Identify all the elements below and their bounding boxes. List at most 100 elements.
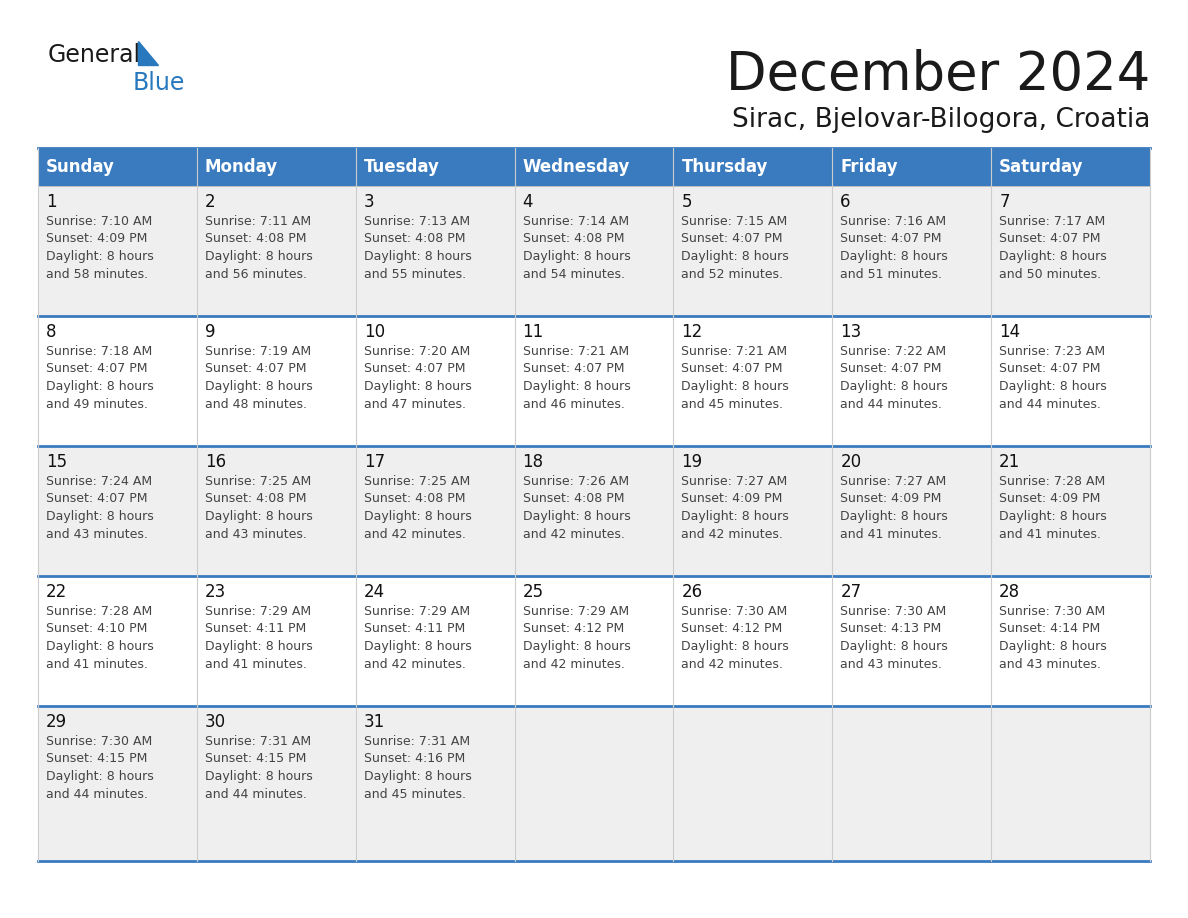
- Text: 20: 20: [840, 453, 861, 471]
- Text: Sunset: 4:09 PM: Sunset: 4:09 PM: [840, 492, 942, 506]
- Text: Sunset: 4:07 PM: Sunset: 4:07 PM: [840, 363, 942, 375]
- Text: and 46 minutes.: and 46 minutes.: [523, 397, 625, 410]
- Text: Sunrise: 7:30 AM: Sunrise: 7:30 AM: [682, 605, 788, 618]
- Text: Saturday: Saturday: [999, 158, 1083, 176]
- Text: Sunrise: 7:18 AM: Sunrise: 7:18 AM: [46, 345, 152, 358]
- Text: Sunset: 4:16 PM: Sunset: 4:16 PM: [364, 753, 465, 766]
- Text: and 52 minutes.: and 52 minutes.: [682, 267, 783, 281]
- Text: 22: 22: [46, 583, 68, 601]
- Text: Sunset: 4:07 PM: Sunset: 4:07 PM: [364, 363, 466, 375]
- Text: Wednesday: Wednesday: [523, 158, 630, 176]
- Bar: [197, 148, 355, 186]
- Text: 23: 23: [204, 583, 226, 601]
- Text: and 44 minutes.: and 44 minutes.: [840, 397, 942, 410]
- Text: Daylight: 8 hours: Daylight: 8 hours: [46, 380, 153, 393]
- Text: Sunrise: 7:23 AM: Sunrise: 7:23 AM: [999, 345, 1105, 358]
- Text: Daylight: 8 hours: Daylight: 8 hours: [204, 250, 312, 263]
- Text: Sunrise: 7:26 AM: Sunrise: 7:26 AM: [523, 475, 628, 488]
- Text: Sunrise: 7:25 AM: Sunrise: 7:25 AM: [204, 475, 311, 488]
- Text: Sunset: 4:07 PM: Sunset: 4:07 PM: [523, 363, 624, 375]
- Text: 26: 26: [682, 583, 702, 601]
- Text: 2: 2: [204, 193, 215, 211]
- Text: Sunrise: 7:22 AM: Sunrise: 7:22 AM: [840, 345, 947, 358]
- Text: Daylight: 8 hours: Daylight: 8 hours: [364, 380, 472, 393]
- Text: Sunset: 4:07 PM: Sunset: 4:07 PM: [46, 492, 147, 506]
- Text: and 41 minutes.: and 41 minutes.: [999, 528, 1101, 541]
- Text: Daylight: 8 hours: Daylight: 8 hours: [523, 640, 631, 653]
- Text: Sunrise: 7:24 AM: Sunrise: 7:24 AM: [46, 475, 152, 488]
- Text: Sunrise: 7:30 AM: Sunrise: 7:30 AM: [840, 605, 947, 618]
- Text: 6: 6: [840, 193, 851, 211]
- Bar: [38, 186, 1150, 316]
- Text: 9: 9: [204, 323, 215, 341]
- Text: Sunrise: 7:25 AM: Sunrise: 7:25 AM: [364, 475, 470, 488]
- Text: 27: 27: [840, 583, 861, 601]
- Text: Sirac, Bjelovar-Bilogora, Croatia: Sirac, Bjelovar-Bilogora, Croatia: [732, 107, 1150, 133]
- Text: 14: 14: [999, 323, 1020, 341]
- Text: Sunrise: 7:27 AM: Sunrise: 7:27 AM: [840, 475, 947, 488]
- Text: Friday: Friday: [840, 158, 898, 176]
- Polygon shape: [138, 41, 158, 65]
- Text: 11: 11: [523, 323, 544, 341]
- Text: and 43 minutes.: and 43 minutes.: [840, 657, 942, 670]
- Text: Sunset: 4:14 PM: Sunset: 4:14 PM: [999, 622, 1100, 635]
- Text: Daylight: 8 hours: Daylight: 8 hours: [840, 510, 948, 523]
- Text: Sunset: 4:10 PM: Sunset: 4:10 PM: [46, 622, 147, 635]
- Bar: [38, 446, 1150, 576]
- Text: 19: 19: [682, 453, 702, 471]
- Text: Daylight: 8 hours: Daylight: 8 hours: [523, 510, 631, 523]
- Text: Daylight: 8 hours: Daylight: 8 hours: [46, 640, 153, 653]
- Text: 15: 15: [46, 453, 68, 471]
- Text: Sunrise: 7:16 AM: Sunrise: 7:16 AM: [840, 215, 947, 228]
- Text: Sunset: 4:08 PM: Sunset: 4:08 PM: [364, 492, 466, 506]
- Text: Sunrise: 7:31 AM: Sunrise: 7:31 AM: [364, 735, 469, 748]
- Text: and 43 minutes.: and 43 minutes.: [204, 528, 307, 541]
- Text: and 54 minutes.: and 54 minutes.: [523, 267, 625, 281]
- Text: and 44 minutes.: and 44 minutes.: [46, 788, 147, 800]
- Text: Sunset: 4:07 PM: Sunset: 4:07 PM: [999, 232, 1100, 245]
- Text: Sunset: 4:07 PM: Sunset: 4:07 PM: [682, 363, 783, 375]
- Text: Sunset: 4:12 PM: Sunset: 4:12 PM: [523, 622, 624, 635]
- Text: Daylight: 8 hours: Daylight: 8 hours: [840, 380, 948, 393]
- Text: Sunset: 4:07 PM: Sunset: 4:07 PM: [46, 363, 147, 375]
- Bar: [991, 148, 1150, 186]
- Text: Daylight: 8 hours: Daylight: 8 hours: [204, 510, 312, 523]
- Text: Sunrise: 7:14 AM: Sunrise: 7:14 AM: [523, 215, 628, 228]
- Text: 29: 29: [46, 713, 68, 731]
- Text: and 56 minutes.: and 56 minutes.: [204, 267, 307, 281]
- Bar: [674, 148, 833, 186]
- Text: 31: 31: [364, 713, 385, 731]
- Text: 13: 13: [840, 323, 861, 341]
- Text: Daylight: 8 hours: Daylight: 8 hours: [204, 380, 312, 393]
- Text: and 50 minutes.: and 50 minutes.: [999, 267, 1101, 281]
- Text: 18: 18: [523, 453, 544, 471]
- Text: Daylight: 8 hours: Daylight: 8 hours: [364, 510, 472, 523]
- Bar: [38, 706, 1150, 861]
- Text: Sunset: 4:09 PM: Sunset: 4:09 PM: [46, 232, 147, 245]
- Bar: [833, 148, 991, 186]
- Text: and 48 minutes.: and 48 minutes.: [204, 397, 307, 410]
- Text: Daylight: 8 hours: Daylight: 8 hours: [682, 640, 789, 653]
- Text: Sunset: 4:11 PM: Sunset: 4:11 PM: [364, 622, 465, 635]
- Text: Daylight: 8 hours: Daylight: 8 hours: [46, 510, 153, 523]
- Text: Sunrise: 7:30 AM: Sunrise: 7:30 AM: [999, 605, 1105, 618]
- Text: and 43 minutes.: and 43 minutes.: [46, 528, 147, 541]
- Text: Sunset: 4:09 PM: Sunset: 4:09 PM: [682, 492, 783, 506]
- Text: and 42 minutes.: and 42 minutes.: [682, 657, 783, 670]
- Text: and 49 minutes.: and 49 minutes.: [46, 397, 147, 410]
- Text: Sunset: 4:07 PM: Sunset: 4:07 PM: [682, 232, 783, 245]
- Text: Sunrise: 7:21 AM: Sunrise: 7:21 AM: [682, 345, 788, 358]
- Bar: [38, 148, 197, 186]
- Text: Sunrise: 7:28 AM: Sunrise: 7:28 AM: [999, 475, 1105, 488]
- Text: Sunset: 4:08 PM: Sunset: 4:08 PM: [523, 492, 624, 506]
- Text: Monday: Monday: [204, 158, 278, 176]
- Text: Tuesday: Tuesday: [364, 158, 440, 176]
- Text: Sunset: 4:07 PM: Sunset: 4:07 PM: [999, 363, 1100, 375]
- Text: Daylight: 8 hours: Daylight: 8 hours: [682, 250, 789, 263]
- Text: and 42 minutes.: and 42 minutes.: [523, 657, 625, 670]
- Text: 24: 24: [364, 583, 385, 601]
- Text: Sunset: 4:07 PM: Sunset: 4:07 PM: [204, 363, 307, 375]
- Text: Sunrise: 7:10 AM: Sunrise: 7:10 AM: [46, 215, 152, 228]
- Text: Daylight: 8 hours: Daylight: 8 hours: [46, 250, 153, 263]
- Text: General: General: [48, 43, 141, 67]
